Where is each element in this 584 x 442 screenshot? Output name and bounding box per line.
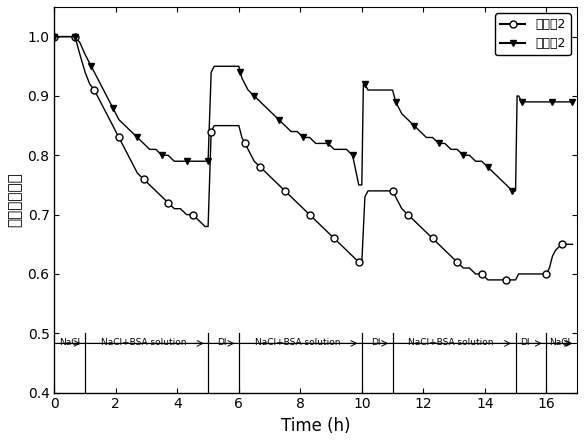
X-axis label: Time (h): Time (h) — [281, 417, 350, 435]
Text: DI: DI — [217, 338, 227, 347]
Text: DI: DI — [520, 338, 530, 347]
Text: NaCl: NaCl — [550, 338, 571, 347]
Text: NaCl: NaCl — [59, 338, 80, 347]
Text: DI: DI — [371, 338, 380, 347]
Text: NaCl+BSA solution: NaCl+BSA solution — [255, 338, 340, 347]
Text: NaCl+BSA solution: NaCl+BSA solution — [408, 338, 493, 347]
Text: NaCl+BSA solution: NaCl+BSA solution — [101, 338, 186, 347]
Y-axis label: 归一化水通量: 归一化水通量 — [7, 172, 22, 227]
Legend: 对比例2, 实施例2: 对比例2, 实施例2 — [495, 13, 571, 55]
